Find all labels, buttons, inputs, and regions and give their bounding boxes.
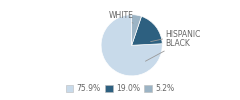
- Legend: 75.9%, 19.0%, 5.2%: 75.9%, 19.0%, 5.2%: [63, 81, 177, 96]
- Text: HISPANIC: HISPANIC: [151, 30, 201, 42]
- Wedge shape: [132, 16, 162, 45]
- Text: WHITE: WHITE: [109, 11, 134, 23]
- Text: BLACK: BLACK: [145, 39, 190, 61]
- Wedge shape: [101, 15, 162, 76]
- Wedge shape: [132, 15, 141, 45]
